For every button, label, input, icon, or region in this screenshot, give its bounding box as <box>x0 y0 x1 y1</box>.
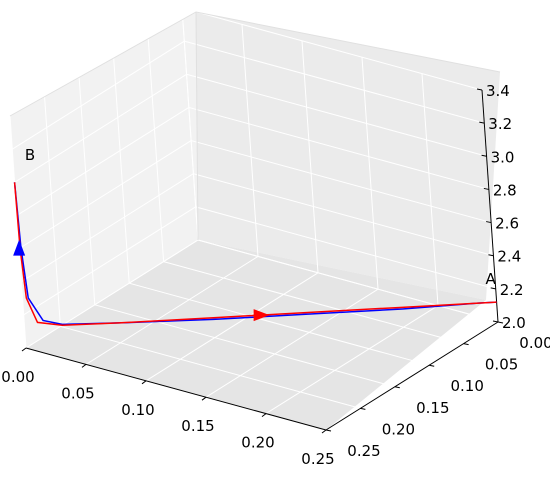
x-tick <box>261 413 267 418</box>
grid-line <box>195 206 496 290</box>
z-tick <box>490 287 496 290</box>
grid-line <box>85 255 259 365</box>
grid-line <box>12 40 185 150</box>
x-tick-label: 0.15 <box>181 417 214 435</box>
grid-line <box>14 73 187 183</box>
grid-line <box>205 288 379 398</box>
annotation-layer: AB <box>25 146 497 288</box>
z-tick <box>492 320 499 323</box>
grid-line <box>16 107 190 216</box>
z-tick-label: 2.0 <box>502 314 526 332</box>
grid-line <box>60 325 361 409</box>
x-tick-label: 0.20 <box>241 434 274 452</box>
x-tick <box>81 363 87 368</box>
grid-line <box>78 72 96 305</box>
x-tick <box>201 396 207 401</box>
z-tick <box>488 254 494 257</box>
grid-line <box>43 94 61 327</box>
y-tick <box>325 429 332 432</box>
x-tick <box>321 429 327 434</box>
y-axis-line <box>325 321 499 431</box>
grid-line <box>181 7 483 91</box>
y-tick <box>360 407 366 410</box>
y-tick-label: 0.15 <box>416 399 449 417</box>
z-tick <box>479 121 485 124</box>
y-tick <box>394 386 400 389</box>
grid-line <box>23 206 196 316</box>
grid-line <box>191 140 492 224</box>
grid-line <box>25 239 199 349</box>
z-tick <box>481 154 487 157</box>
grid-line <box>145 272 319 382</box>
grid-lines <box>9 7 499 431</box>
series-arrow-1 <box>253 309 270 322</box>
grid-line <box>421 73 439 306</box>
grid-line <box>301 40 319 273</box>
grid-line <box>147 29 165 262</box>
y-tick-label: 0.20 <box>382 420 415 438</box>
grid-line <box>197 239 499 323</box>
grid-line <box>181 7 199 241</box>
grid-line <box>361 57 379 290</box>
grid-line <box>112 51 130 284</box>
z-tick-label: 2.4 <box>497 248 521 266</box>
x-tick <box>141 380 147 385</box>
grid-line <box>186 73 487 157</box>
x-tick-label: 0.05 <box>61 384 94 402</box>
grid-line <box>94 304 395 388</box>
grid-line <box>193 173 494 257</box>
x-tick-label: 0.00 <box>1 368 34 386</box>
y-tick <box>429 364 435 367</box>
z-tick-label: 2.8 <box>493 181 517 199</box>
x-axis-line <box>25 347 327 431</box>
z-axis-line <box>481 89 499 323</box>
z-tick <box>476 88 483 91</box>
series-layer <box>13 182 497 326</box>
y-tick-label: 0.10 <box>450 377 483 395</box>
y-tick <box>497 321 504 324</box>
axes: 0.000.050.100.150.200.250.000.050.100.15… <box>1 82 550 468</box>
z-tick-label: 3.2 <box>488 115 512 133</box>
left-back-pane <box>10 12 198 348</box>
z-tick-label: 3.0 <box>491 148 515 166</box>
grid-line <box>21 173 194 283</box>
pane-edges <box>9 11 501 241</box>
grid-line <box>163 261 464 345</box>
y-tick-label: 0.00 <box>519 334 550 352</box>
y-tick <box>463 343 469 346</box>
x-tick-label: 0.10 <box>121 401 154 419</box>
x-tick <box>21 347 27 352</box>
grid-line <box>265 305 439 415</box>
z-tick-label: 2.2 <box>500 281 524 299</box>
z-tick <box>483 187 489 190</box>
point-label-a: A <box>485 270 496 288</box>
series-arrow-0 <box>13 239 26 256</box>
series-line-1 <box>13 182 497 326</box>
z-tick-label: 3.4 <box>486 82 510 100</box>
grid-line <box>9 7 183 117</box>
grid-line <box>129 282 430 366</box>
z-tick-label: 2.6 <box>495 215 519 233</box>
grid-line <box>184 40 485 124</box>
grid-line <box>18 140 192 249</box>
y-tick-label: 0.25 <box>347 442 380 460</box>
y-tick-label: 0.05 <box>485 356 518 374</box>
grid-line <box>188 106 489 190</box>
x-tick-label: 0.25 <box>301 450 334 468</box>
point-label-b: B <box>25 146 35 164</box>
grid-line <box>241 24 259 257</box>
z-tick <box>486 221 492 224</box>
pane-edge <box>195 11 199 241</box>
